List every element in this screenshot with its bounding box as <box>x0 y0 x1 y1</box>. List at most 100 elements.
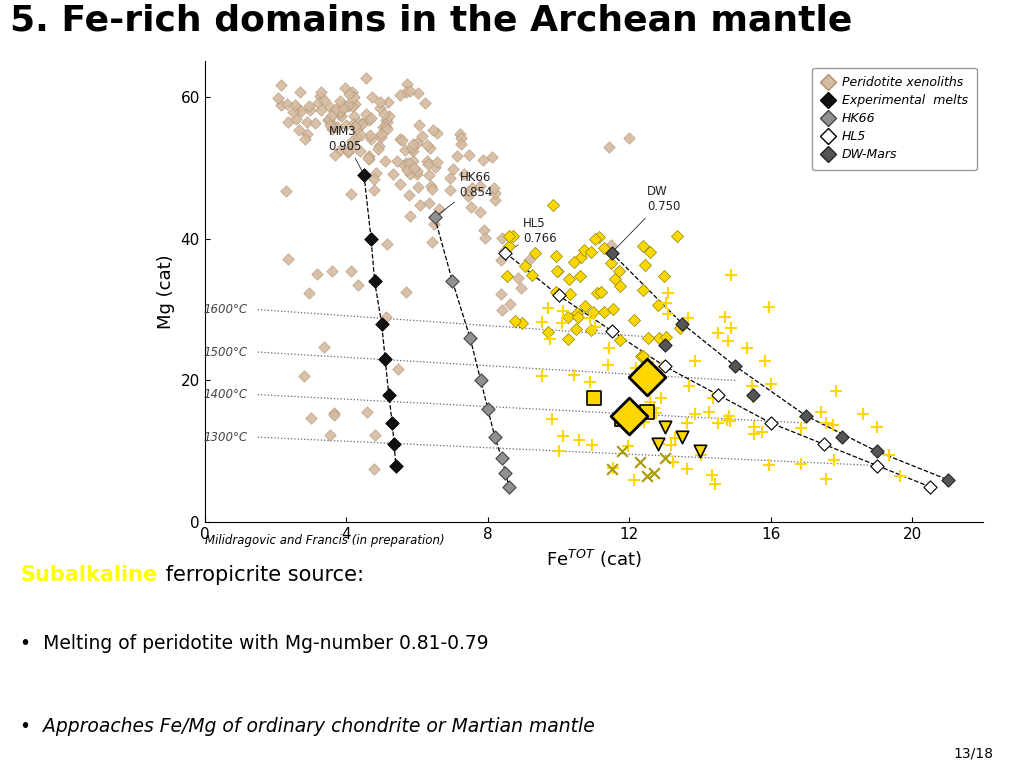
Point <box>354 118 371 130</box>
Point <box>626 314 642 326</box>
Point <box>642 246 658 258</box>
Point <box>548 250 564 263</box>
Point <box>425 124 441 136</box>
Point <box>322 114 338 126</box>
Point <box>603 239 620 251</box>
Point <box>445 163 462 175</box>
Text: DW
0.750: DW 0.750 <box>613 185 680 251</box>
Point <box>335 100 351 112</box>
Point <box>397 157 414 169</box>
Point <box>328 104 344 116</box>
Point <box>280 253 296 265</box>
Point <box>381 389 397 401</box>
Point <box>761 301 777 313</box>
Point <box>472 374 488 386</box>
Point <box>674 318 690 330</box>
X-axis label: Fe$^{TOT}$ (cat): Fe$^{TOT}$ (cat) <box>546 548 642 570</box>
Point <box>797 411 813 423</box>
Point <box>498 466 514 478</box>
Text: ferropicrite source:: ferropicrite source: <box>159 565 364 585</box>
Point <box>577 300 593 312</box>
Point <box>350 117 367 129</box>
Point <box>744 389 761 401</box>
Point <box>701 406 718 418</box>
Point <box>401 168 418 180</box>
Y-axis label: Mg (cat): Mg (cat) <box>157 254 175 329</box>
Point <box>555 305 571 317</box>
Point <box>323 119 339 131</box>
Point <box>347 123 364 135</box>
Point <box>325 265 341 277</box>
Point <box>746 421 763 433</box>
Point <box>596 306 612 318</box>
Point <box>600 359 616 371</box>
Point <box>892 469 908 482</box>
Text: 13/18: 13/18 <box>953 746 993 760</box>
Point <box>349 279 366 291</box>
Point <box>414 130 430 142</box>
Point <box>404 142 421 154</box>
Point <box>516 260 532 272</box>
Point <box>392 133 409 145</box>
Point <box>881 449 897 461</box>
Point <box>486 431 503 443</box>
Point <box>639 406 655 419</box>
Point <box>346 111 362 123</box>
Point <box>798 410 814 422</box>
Point <box>365 91 381 103</box>
Point <box>420 158 436 170</box>
Point <box>499 270 515 283</box>
Point <box>378 124 394 136</box>
Point <box>582 312 598 324</box>
Point <box>589 287 605 300</box>
Point <box>605 303 622 316</box>
Point <box>710 389 726 401</box>
Point <box>313 104 330 116</box>
Point <box>397 286 414 298</box>
Point <box>656 270 673 282</box>
Point <box>720 336 736 348</box>
Text: 1500°C: 1500°C <box>203 346 247 359</box>
Point <box>351 145 368 157</box>
Point <box>603 325 620 337</box>
Point <box>550 290 566 302</box>
Point <box>722 415 738 427</box>
Point <box>657 297 674 310</box>
Point <box>639 371 655 383</box>
Point <box>372 102 388 114</box>
Point <box>827 385 844 397</box>
Point <box>391 177 408 190</box>
Point <box>611 265 628 277</box>
Point <box>637 260 653 272</box>
Point <box>364 112 380 124</box>
Point <box>505 230 521 242</box>
Point <box>495 303 511 316</box>
Point <box>550 265 566 277</box>
Point <box>723 322 739 334</box>
Point <box>331 108 347 120</box>
Point <box>400 189 417 201</box>
Point <box>431 203 447 215</box>
Point <box>300 100 316 112</box>
Point <box>292 85 308 98</box>
Point <box>309 267 326 280</box>
Point <box>337 82 353 94</box>
Point <box>307 118 324 130</box>
Point <box>404 138 421 151</box>
Point <box>291 124 307 136</box>
Point <box>370 143 386 155</box>
Point <box>582 376 598 389</box>
Point <box>326 407 342 419</box>
Point <box>628 362 644 375</box>
Point <box>464 181 480 194</box>
Point <box>746 428 763 440</box>
Point <box>343 187 359 200</box>
Point <box>366 184 382 196</box>
Point <box>389 363 406 376</box>
Point <box>345 118 361 130</box>
Point <box>398 164 415 176</box>
Text: MM3
0.905: MM3 0.905 <box>329 125 362 172</box>
Point <box>754 425 770 438</box>
Point <box>562 288 579 300</box>
Point <box>763 417 779 429</box>
